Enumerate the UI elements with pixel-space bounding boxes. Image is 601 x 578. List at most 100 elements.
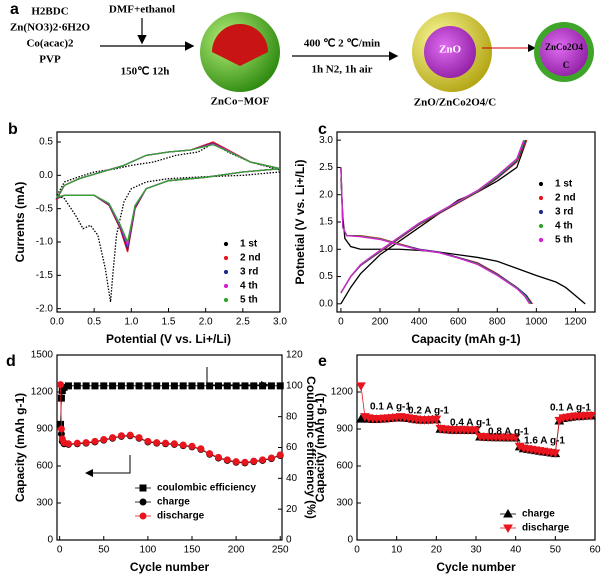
marker bbox=[135, 434, 143, 442]
x-tick-label: 40 bbox=[510, 545, 522, 556]
marker bbox=[223, 382, 231, 390]
precursor: H2BDC bbox=[31, 6, 68, 18]
marker bbox=[214, 382, 222, 390]
legend-label: 1 st bbox=[555, 179, 573, 190]
marker bbox=[57, 425, 65, 433]
y-tick-label: 1200 bbox=[331, 387, 354, 398]
panel-label: b bbox=[8, 121, 18, 138]
y-axis-title: Potnetial (V vs. Li+/Li) bbox=[293, 159, 307, 284]
legend-label: 3 rd bbox=[555, 207, 573, 218]
x-tick-label: 0 bbox=[338, 317, 344, 328]
annotation: 0.1 A g-1 bbox=[550, 403, 591, 414]
marker bbox=[241, 382, 249, 390]
y-tick-label: 2.5 bbox=[319, 162, 333, 173]
y-axis-title: Capacity (mAh g-1) bbox=[13, 393, 27, 502]
marker bbox=[153, 382, 161, 390]
marker bbox=[206, 450, 214, 458]
marker bbox=[223, 456, 231, 464]
panel-label: e bbox=[318, 353, 327, 370]
marker bbox=[139, 512, 147, 520]
y-tick-label: 300 bbox=[336, 498, 353, 509]
axis-arrow bbox=[85, 455, 131, 477]
marker bbox=[223, 255, 229, 261]
y2-tick-label: 100 bbox=[286, 380, 303, 391]
marker bbox=[550, 449, 561, 459]
marker bbox=[91, 437, 99, 445]
product-core bbox=[424, 26, 476, 78]
precursor: PVP bbox=[39, 54, 61, 66]
marker bbox=[144, 382, 152, 390]
x-tick-label: 1000 bbox=[525, 317, 548, 328]
panel-label: c bbox=[318, 121, 327, 138]
x-axis-title: Cycle number bbox=[436, 560, 516, 574]
marker bbox=[170, 382, 178, 390]
x-tick-label: 1.5 bbox=[162, 317, 176, 328]
marker bbox=[431, 415, 442, 425]
marker bbox=[223, 269, 229, 275]
condition: 150℃ 12h bbox=[121, 66, 170, 78]
marker bbox=[471, 426, 481, 435]
marker bbox=[162, 382, 170, 390]
annotation: 0.2 A g-1 bbox=[408, 406, 449, 417]
y2-tick-label: 120 bbox=[286, 350, 303, 361]
series-line bbox=[56, 142, 281, 303]
plot-frame bbox=[356, 354, 596, 541]
marker bbox=[64, 440, 72, 448]
marker bbox=[57, 381, 65, 389]
y-tick-label: 300 bbox=[36, 498, 53, 509]
marker bbox=[250, 382, 258, 390]
annotation: 1.6 A g-1 bbox=[524, 436, 565, 447]
marker bbox=[73, 382, 81, 390]
x-tick-label: 0 bbox=[57, 545, 63, 556]
marker bbox=[57, 394, 65, 402]
marker bbox=[153, 439, 161, 446]
marker bbox=[117, 432, 125, 440]
marker bbox=[538, 237, 544, 243]
y-tick-label: 900 bbox=[36, 424, 53, 435]
series-line bbox=[55, 143, 281, 248]
marker bbox=[73, 439, 81, 447]
x-axis-title: Capacity (mAh g-1) bbox=[411, 332, 520, 346]
y2-axis-title: Coulombic efficiency (%) bbox=[304, 376, 318, 519]
marker bbox=[510, 433, 521, 443]
x-tick-label: 600 bbox=[450, 317, 467, 328]
marker bbox=[206, 382, 214, 390]
marker bbox=[232, 458, 240, 466]
y-tick-label: 0 bbox=[347, 535, 353, 546]
legend-label: 4 th bbox=[240, 281, 258, 292]
intermediate: ZnCo−MOF bbox=[211, 96, 270, 108]
series-line bbox=[55, 141, 281, 253]
y2-tick-label: 80 bbox=[286, 411, 298, 422]
marker bbox=[162, 439, 170, 447]
x-axis-title: Potential (V vs. Li+/Li) bbox=[106, 332, 231, 346]
mof-core bbox=[212, 24, 268, 66]
x-tick-label: 1200 bbox=[564, 317, 587, 328]
legend-label: 4 th bbox=[555, 221, 573, 232]
y-tick-label: 0.0 bbox=[39, 170, 53, 181]
y2-tick-label: 60 bbox=[286, 442, 298, 453]
series-line bbox=[55, 142, 281, 252]
y-tick-label: 1.5 bbox=[319, 217, 333, 228]
marker bbox=[188, 442, 196, 450]
x-tick-label: 250 bbox=[272, 545, 289, 556]
marker bbox=[179, 382, 187, 390]
series-line bbox=[55, 143, 281, 245]
panel-label: a bbox=[10, 1, 19, 18]
marker bbox=[538, 195, 544, 201]
x-tick-label: 200 bbox=[228, 545, 245, 556]
annotation: 0.8 A g-1 bbox=[488, 427, 529, 438]
legend-label: 2 nd bbox=[240, 253, 261, 264]
marker bbox=[586, 411, 596, 421]
x-tick-label: 800 bbox=[489, 317, 506, 328]
precursor: Co(acac)2 bbox=[26, 38, 74, 50]
marker bbox=[250, 457, 258, 465]
panel-label: d bbox=[6, 353, 16, 370]
x-tick-label: 0.5 bbox=[87, 317, 101, 328]
legend-label: 5 th bbox=[555, 235, 573, 246]
y-axis-title: Capacity (mAh g-1) bbox=[313, 393, 327, 502]
annotation: 0.1 A g-1 bbox=[370, 402, 411, 413]
x-tick-label: 3.0 bbox=[273, 317, 287, 328]
y-tick-label: -1.5 bbox=[36, 270, 54, 281]
condition: 1h N2, 1h air bbox=[311, 64, 372, 76]
